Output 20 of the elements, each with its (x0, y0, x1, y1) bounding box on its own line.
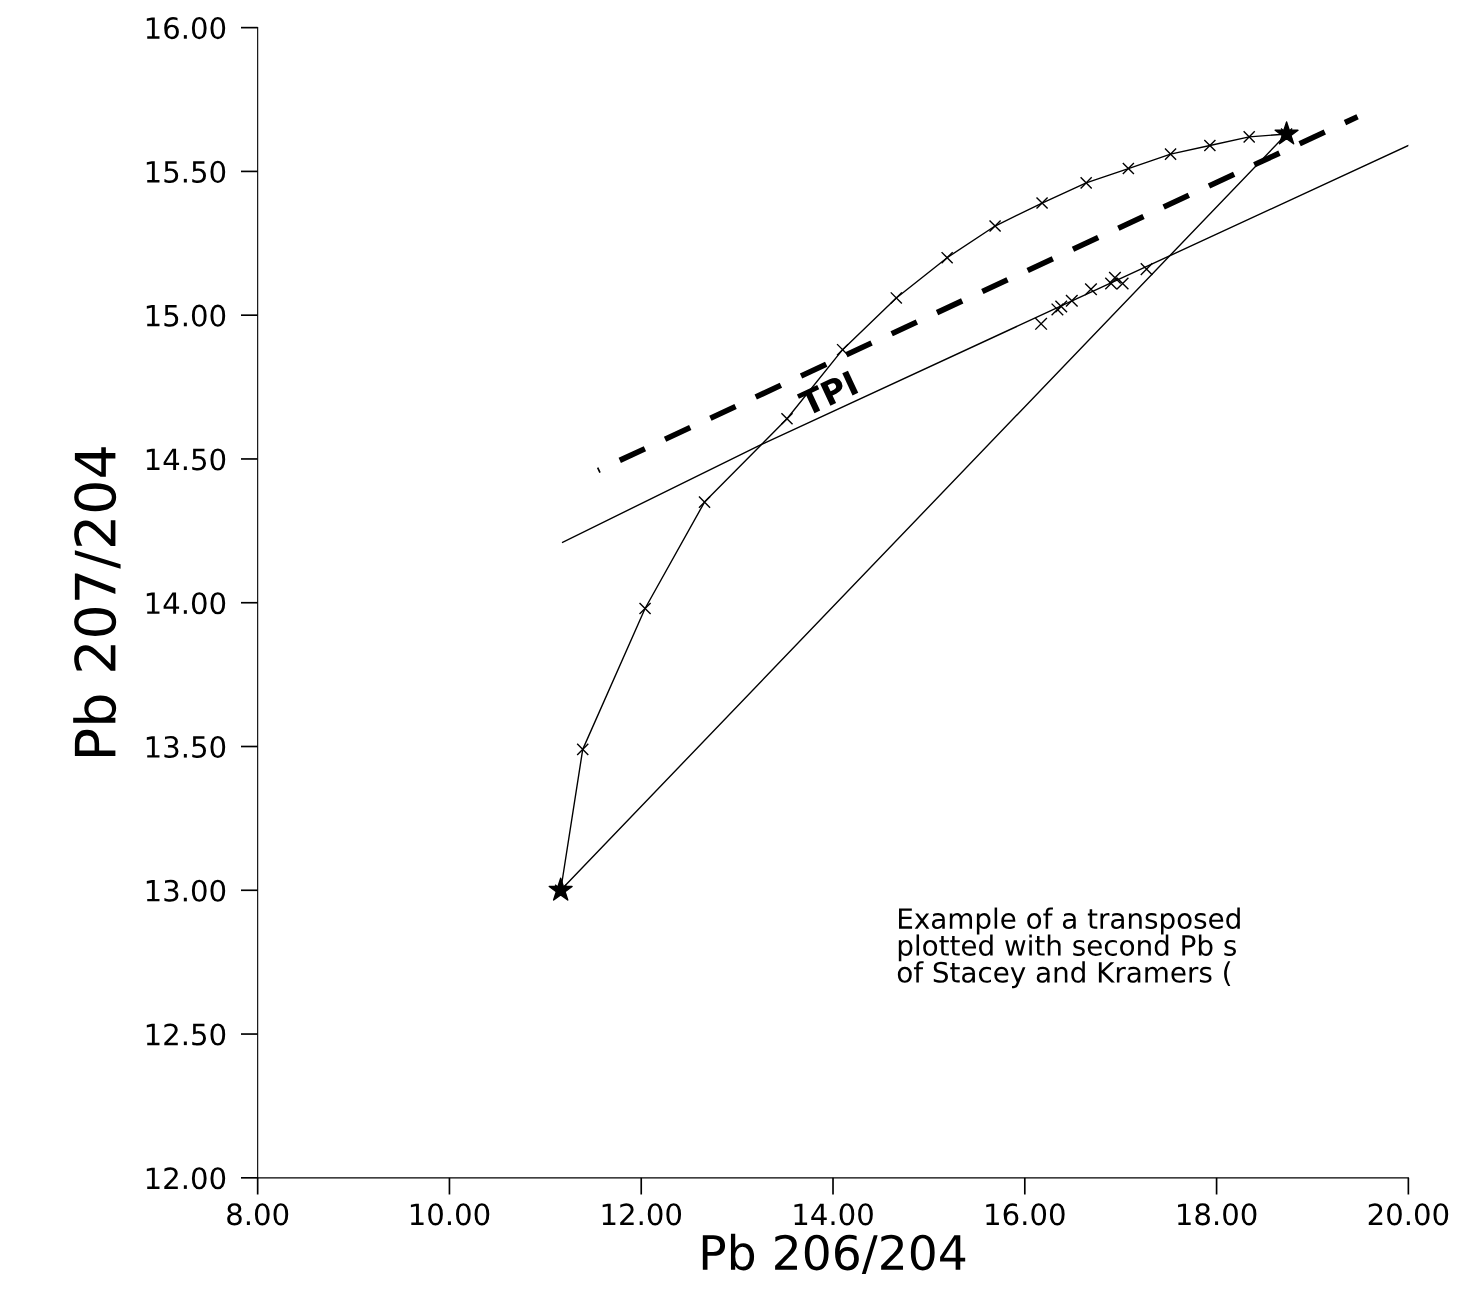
y-tick-label: 15.00 (146, 304, 226, 327)
y-tick-label: 12.50 (146, 1023, 226, 1046)
x-tick-label: 12.00 (602, 1203, 682, 1226)
x-tick-label: 10.00 (410, 1203, 490, 1226)
y-tick-label: 14.50 (146, 448, 226, 471)
y-axis-title: Pb 207/204 (73, 447, 121, 756)
x-tick-label: 16.00 (986, 1203, 1065, 1226)
y-tick-label: 12.00 (146, 1167, 226, 1190)
y-tick-label: 14.00 (146, 592, 226, 615)
x-tick-label: 20.00 (1368, 1203, 1449, 1226)
x-axis-title: Pb 206/204 (702, 1233, 966, 1275)
annotation: Example of a transposed plotted with second Pb s of Stacey and Kramers ( (897, 907, 1240, 989)
y-tick-label: 16.00 (146, 17, 226, 40)
x-tick-label: 8.00 (227, 1203, 289, 1226)
y-tick-label: 13.50 (146, 735, 226, 758)
x-tick-label: 14.00 (794, 1203, 873, 1226)
y-tick-label: 13.00 (146, 879, 226, 902)
annotation: TPI (796, 370, 859, 417)
x-tick-label: 18.00 (1178, 1203, 1257, 1226)
y-tick-label: 15.50 (146, 160, 226, 183)
